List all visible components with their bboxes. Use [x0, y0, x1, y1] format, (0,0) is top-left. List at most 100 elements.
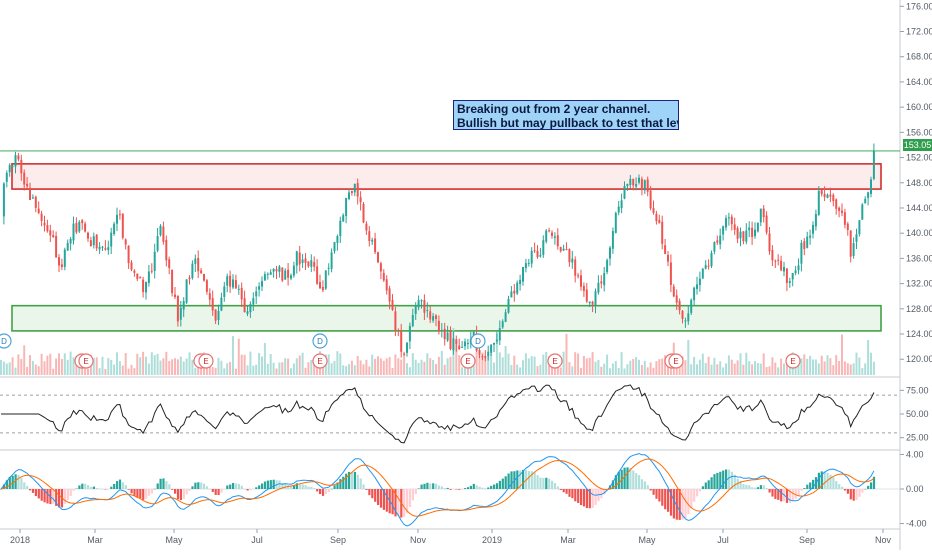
- candle: [516, 282, 519, 294]
- volume-bar: [594, 361, 597, 375]
- annotation-box[interactable]: Breaking out from 2 year channel. Bullis…: [453, 100, 679, 130]
- volume-bar: [23, 345, 26, 375]
- volume-bar: [330, 363, 333, 375]
- volume-bar: [220, 360, 223, 375]
- candle: [275, 269, 278, 272]
- candle: [58, 257, 60, 266]
- candle: [388, 288, 391, 302]
- volume-bar: [205, 364, 208, 375]
- macd-bar: [72, 489, 75, 491]
- candle: [788, 281, 791, 283]
- candle: [426, 309, 429, 311]
- candle: [725, 218, 727, 228]
- macd-bar: [353, 471, 356, 489]
- candle: [664, 245, 667, 254]
- volume-bar: [429, 358, 432, 375]
- candle: [368, 231, 371, 242]
- candle: [185, 279, 188, 303]
- volume-bar: [133, 368, 136, 375]
- candle: [748, 227, 751, 231]
- volume-bar: [858, 357, 861, 375]
- volume-bar: [310, 359, 313, 375]
- volume-bar: [266, 363, 269, 375]
- macd-bar: [675, 489, 678, 520]
- candle: [655, 213, 658, 222]
- volume-bar: [374, 358, 377, 375]
- macd-bar: [594, 489, 597, 505]
- macd-bar: [440, 486, 443, 489]
- macd-bar: [829, 474, 832, 489]
- candle: [116, 214, 118, 224]
- candle: [681, 310, 684, 319]
- volume-bar: [87, 368, 89, 375]
- candle: [371, 239, 374, 242]
- macd-bar: [142, 489, 145, 500]
- candle: [217, 311, 220, 320]
- volume-bar: [2, 361, 5, 375]
- macd-bar: [417, 488, 420, 489]
- volume-bar: [145, 356, 147, 375]
- candle: [510, 291, 513, 298]
- resistance-zone: [11, 163, 882, 190]
- volume-bar: [182, 361, 185, 375]
- macd-bar: [522, 469, 525, 489]
- volume-bar: [643, 360, 646, 375]
- macd-bar: [809, 482, 812, 489]
- volume-bar: [298, 355, 301, 375]
- volume-bars: [0, 328, 875, 375]
- macd-bar: [191, 486, 194, 489]
- volume-bar: [37, 366, 40, 375]
- macd-bar: [255, 487, 258, 489]
- macd-bar: [223, 489, 226, 490]
- volume-bar: [403, 353, 406, 375]
- macd-bar: [855, 489, 858, 500]
- volume-bar: [124, 352, 127, 375]
- candle: [565, 249, 568, 251]
- volume-bar: [406, 363, 408, 375]
- candle: [756, 222, 759, 232]
- volume-bar: [408, 367, 411, 375]
- volume-bar: [365, 359, 368, 375]
- candle: [327, 267, 330, 269]
- macd-bar: [475, 485, 478, 489]
- macd-bar: [104, 489, 107, 490]
- candle: [768, 233, 771, 252]
- macd-bar: [551, 480, 554, 489]
- candle: [809, 235, 812, 238]
- candle: [533, 250, 536, 252]
- volume-bar: [20, 358, 23, 375]
- macd-bar: [185, 489, 188, 495]
- volume-bar: [49, 353, 52, 375]
- volume-bar: [232, 336, 234, 375]
- macd-bar: [290, 485, 293, 489]
- candle: [118, 214, 121, 216]
- volume-bar: [156, 353, 159, 375]
- time-tick-label: May: [638, 535, 656, 545]
- macd-bar: [701, 486, 704, 489]
- candle: [290, 275, 292, 279]
- macd-bar: [519, 470, 522, 489]
- candle: [817, 190, 820, 215]
- macd-bar: [287, 485, 290, 489]
- candle: [785, 268, 788, 283]
- candle: [40, 213, 43, 221]
- volume-bar: [475, 351, 478, 375]
- time-tick-label: 2018: [10, 535, 30, 545]
- macd-bar: [591, 489, 594, 508]
- volume-bar: [765, 367, 768, 375]
- macd-bar: [379, 489, 383, 508]
- candle: [191, 263, 194, 278]
- candle: [345, 198, 348, 217]
- candle: [551, 232, 553, 236]
- volume-bar: [458, 355, 461, 375]
- macd-bar: [449, 489, 452, 490]
- candle: [690, 299, 693, 313]
- volume-bar: [426, 353, 429, 375]
- macd-bar: [510, 471, 513, 489]
- volume-bar: [385, 358, 388, 375]
- macd-tick-label: 4.00: [906, 449, 924, 459]
- candle: [719, 235, 722, 245]
- volume-bar: [524, 353, 527, 375]
- candle: [287, 269, 290, 278]
